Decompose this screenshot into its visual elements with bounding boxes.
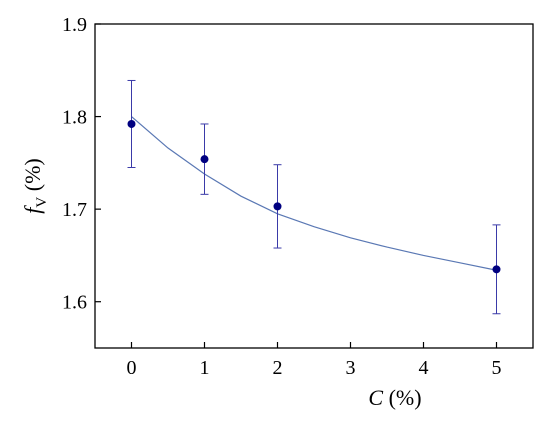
y-tick-label: 1.7 <box>62 199 87 221</box>
data-point <box>200 155 209 164</box>
data-point <box>127 119 136 128</box>
y-tick-label: 1.6 <box>62 292 87 314</box>
data-point <box>273 202 282 211</box>
y-axis-sub: V <box>34 197 50 208</box>
x-tick-label: 3 <box>346 357 356 379</box>
point-layer <box>127 119 501 274</box>
y-tick-label: 1.8 <box>62 107 87 129</box>
x-tick-label: 4 <box>419 357 429 379</box>
x-axis-var: C <box>368 385 383 410</box>
plot-frame <box>94 23 534 349</box>
y-axis-unit: (%) <box>20 158 45 196</box>
data-point <box>492 265 501 274</box>
x-tick-label: 0 <box>127 357 137 379</box>
x-tick-label: 1 <box>200 357 210 379</box>
x-tick-label: 5 <box>492 357 502 379</box>
x-tick-label: 2 <box>273 357 283 379</box>
y-axis-ticks: 1.6 1.7 1.8 1.9 <box>62 14 101 314</box>
y-axis-title: fV (%) <box>20 158 50 213</box>
errorbar-layer <box>127 79 501 315</box>
y-tick-label: 1.9 <box>62 14 87 36</box>
fit-layer <box>131 116 497 271</box>
y-axis-var: f <box>20 205 45 214</box>
x-axis-title: C (%) <box>368 385 421 410</box>
x-axis-ticks: 0 1 2 3 4 5 <box>127 342 502 379</box>
x-axis-unit: (%) <box>383 385 421 410</box>
fit-curve <box>131 116 497 271</box>
